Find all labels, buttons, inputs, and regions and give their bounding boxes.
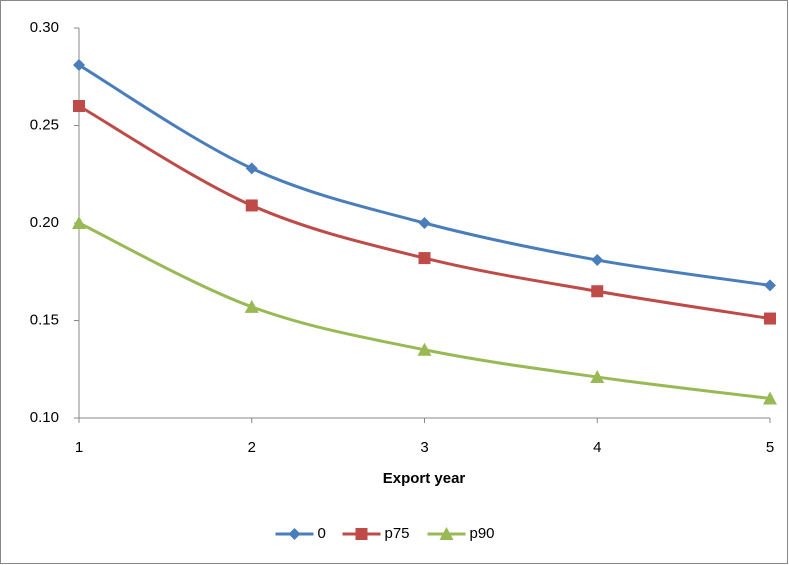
legend-label: p90 [470,525,495,542]
y-tick-label: 0.25 [30,116,59,133]
data-point [72,216,86,229]
data-point [764,312,776,325]
x-tick-label: 4 [593,439,601,456]
data-point [245,162,258,175]
data-point [591,285,604,298]
x-axis-title: Export year [383,470,466,487]
data-point [245,199,258,212]
data-point [763,391,777,405]
data-point [590,370,605,384]
y-tick-label: 0.30 [30,19,59,36]
data-point [73,59,85,72]
y-tick-label: 0.20 [30,214,59,231]
x-tick-label: 2 [248,439,256,456]
data-point [591,254,604,267]
y-tick-label: 0.15 [30,311,59,328]
legend-marker [288,528,301,540]
data-point [417,342,432,356]
y-tick-label: 0.10 [30,409,59,426]
data-point [418,252,431,265]
data-point [764,279,776,292]
legend-marker [355,528,368,540]
data-point [73,100,85,112]
data-point [418,217,431,229]
x-tick-label: 5 [766,439,774,456]
legend-label: p75 [385,525,410,542]
x-tick-label: 1 [75,439,83,456]
legend-label: 0 [318,525,326,542]
data-point [244,299,259,313]
x-tick-label: 3 [420,439,428,456]
legend-marker [439,527,454,540]
